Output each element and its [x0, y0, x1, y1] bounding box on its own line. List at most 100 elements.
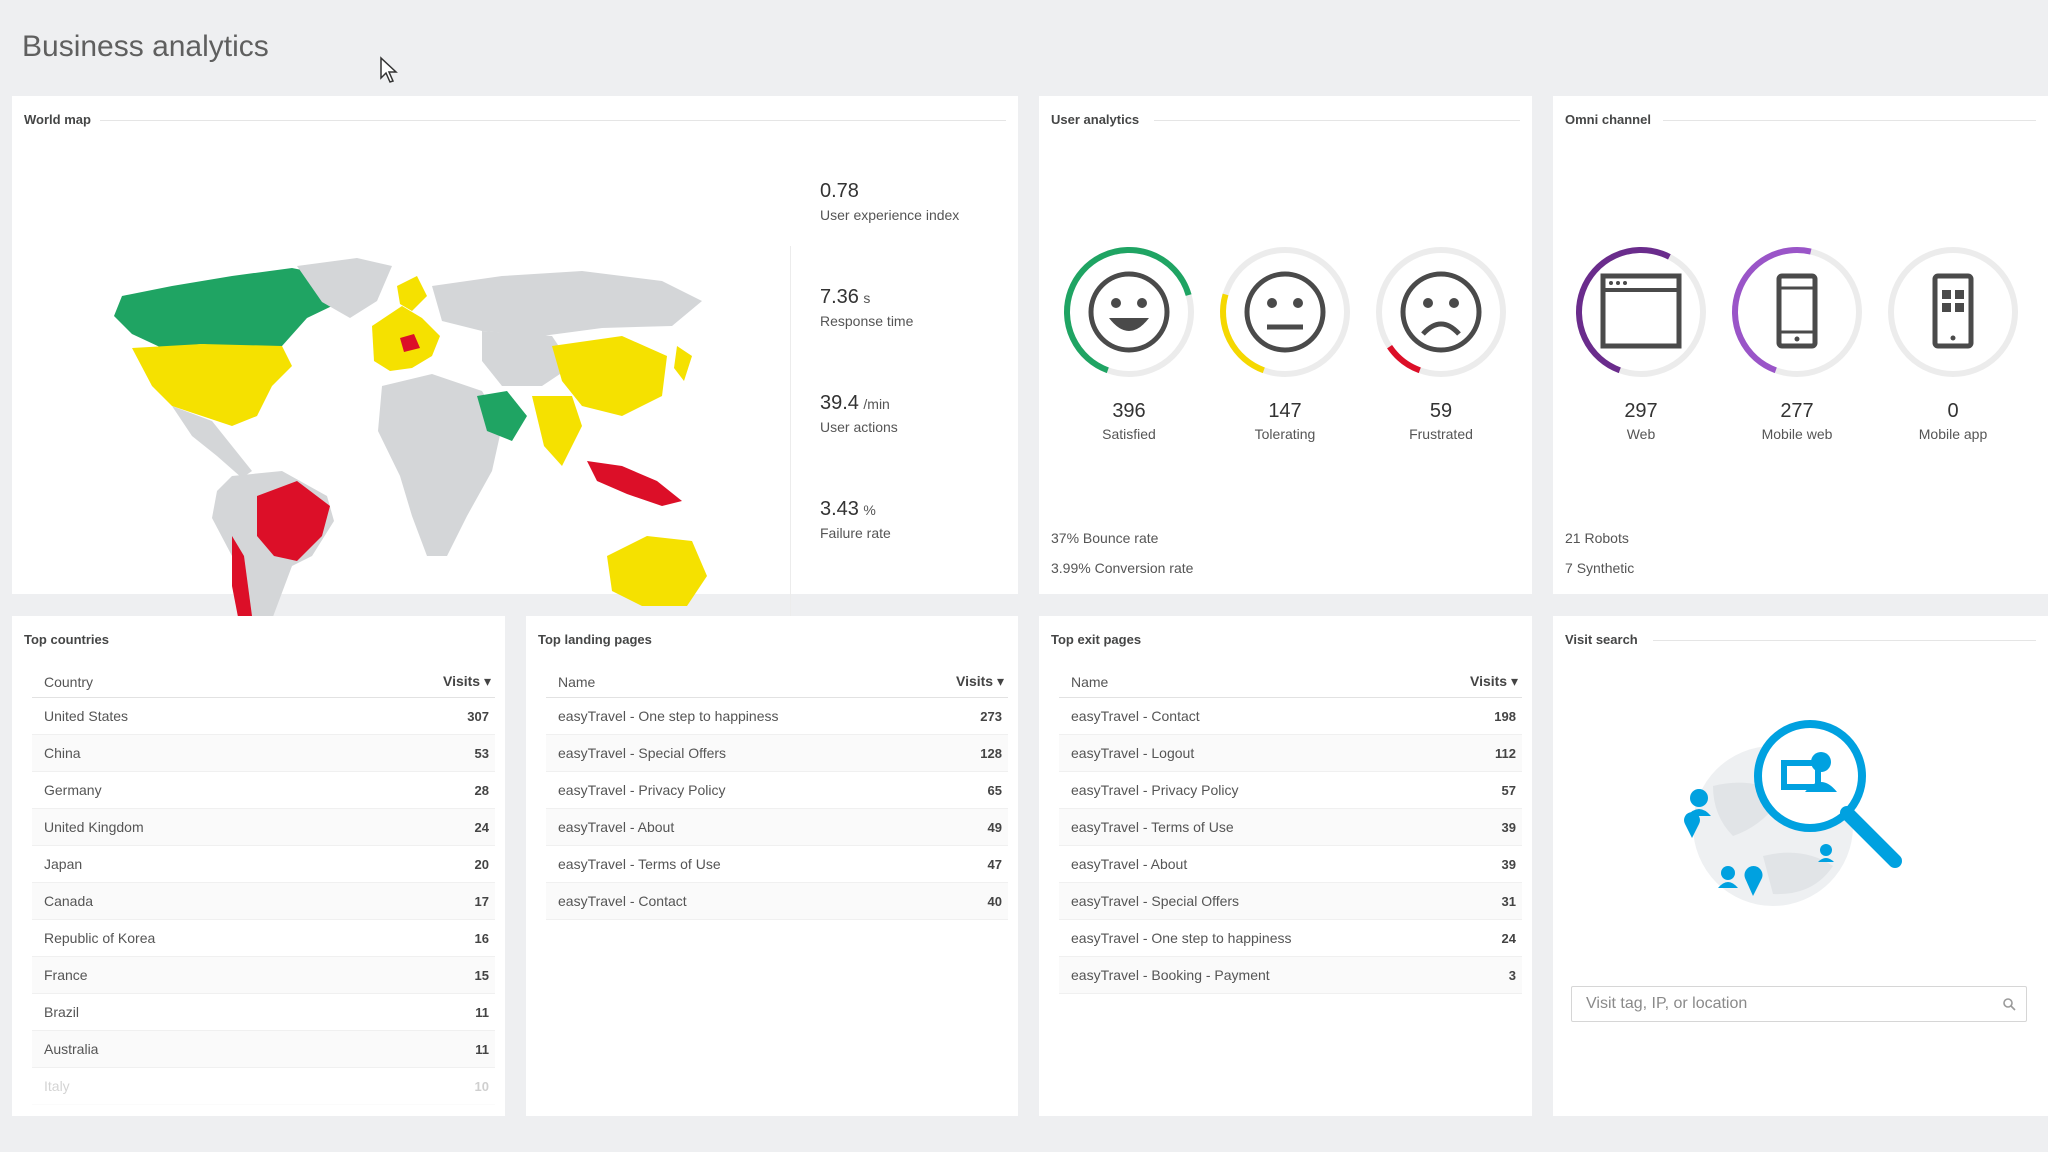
mobile-web-icon: [1732, 247, 1862, 377]
table-row[interactable]: France 15: [32, 957, 495, 994]
table-row[interactable]: easyTravel - Special Offers 128: [546, 735, 1008, 772]
row-name: easyTravel - Privacy Policy: [1071, 782, 1239, 798]
row-visits: 39: [1501, 819, 1516, 835]
gauge-frustrated[interactable]: 59 Frustrated: [1373, 244, 1509, 442]
gauge-web[interactable]: 297 Web: [1573, 244, 1709, 442]
column-header-name[interactable]: Name: [558, 673, 596, 690]
row-visits: 10: [474, 1078, 489, 1094]
table-row[interactable]: easyTravel - Booking - Payment 3: [1059, 957, 1522, 994]
table-row[interactable]: Canada 17: [32, 883, 495, 920]
gauge-satisfied[interactable]: 396 Satisfied: [1061, 244, 1197, 442]
search-icon[interactable]: [2002, 997, 2016, 1011]
gauge-value: 59: [1429, 400, 1453, 422]
table-header: Name Visits ▾: [1059, 666, 1522, 698]
row-name: France: [44, 967, 88, 983]
map-region-russia: [432, 271, 702, 336]
table-row[interactable]: easyTravel - Logout 112: [1059, 735, 1522, 772]
row-name: easyTravel - About: [558, 819, 675, 835]
column-header-visits[interactable]: Visits ▾: [955, 673, 1004, 689]
row-visits: 15: [474, 967, 489, 983]
column-header-country[interactable]: Country: [44, 673, 94, 690]
column-header-visits[interactable]: Visits ▾: [1469, 673, 1518, 689]
table-row[interactable]: easyTravel - Privacy Policy 57: [1059, 772, 1522, 809]
table-row[interactable]: easyTravel - About 39: [1059, 846, 1522, 883]
divider: [790, 246, 791, 666]
row-visits: 40: [987, 893, 1002, 909]
world-map[interactable]: [82, 256, 722, 666]
row-visits: 16: [474, 930, 489, 946]
gauge-mobile-app[interactable]: 0 Mobile app: [1885, 244, 2021, 442]
table-row[interactable]: Australia 11: [32, 1031, 495, 1068]
kpi-label: Failure rate: [820, 525, 891, 541]
conversion-rate-value: 3.99%: [1051, 560, 1091, 576]
row-visits: 20: [474, 856, 489, 872]
visit-search-field[interactable]: [1571, 986, 2027, 1022]
countries-table: Country Visits ▾ United States 307 China 53…: [32, 666, 495, 1105]
kpi-user-actions[interactable]: 39.4 /min User actions: [820, 392, 898, 435]
gauge-mobile-web[interactable]: 277 Mobile web: [1729, 244, 1865, 442]
table-row[interactable]: Republic of Korea 16: [32, 920, 495, 957]
table-row[interactable]: easyTravel - Special Offers 31: [1059, 883, 1522, 920]
row-name: United Kingdom: [44, 819, 144, 835]
table-row[interactable]: easyTravel - One step to happiness 273: [546, 698, 1008, 735]
table-row[interactable]: United Kingdom 24: [32, 809, 495, 846]
synthetic-value: 7: [1565, 560, 1573, 576]
column-header-name[interactable]: Name: [1071, 673, 1109, 690]
kpi-label: Response time: [820, 313, 914, 329]
landing-pages-table: Name Visits ▾ easyTravel - One step to h…: [546, 666, 1008, 920]
omni-channel-tile[interactable]: Omni channel 297 Web 277 Mobile web: [1553, 96, 2048, 594]
kpi-label: User experience index: [820, 207, 960, 223]
table-row[interactable]: easyTravel - One step to happiness 24: [1059, 920, 1522, 957]
table-row[interactable]: easyTravel - Contact 198: [1059, 698, 1522, 735]
visit-search-tile[interactable]: Visit search: [1553, 616, 2048, 1116]
map-region-central-asia: [482, 331, 572, 386]
table-row[interactable]: easyTravel - Privacy Policy 65: [546, 772, 1008, 809]
table-row[interactable]: Japan 20: [32, 846, 495, 883]
row-name: Brazil: [44, 1004, 80, 1020]
row-name: easyTravel - Booking - Payment: [1071, 967, 1270, 983]
smiley-satisfied-icon: [1064, 247, 1194, 377]
table-row[interactable]: easyTravel - Terms of Use 47: [546, 846, 1008, 883]
row-name: easyTravel - One step to happiness: [558, 708, 779, 724]
row-visits: 3: [1508, 967, 1516, 983]
map-region-canada: [114, 268, 342, 348]
browser-window-icon: [1576, 247, 1706, 377]
kpi-unit: s: [863, 290, 871, 306]
conversion-rate: 3.99% Conversion rate: [1051, 560, 1193, 576]
gauge-label: Web: [1626, 426, 1656, 442]
user-analytics-tile[interactable]: User analytics 396 Satisfied 147 Tolerat…: [1039, 96, 1532, 594]
kpi-failure-rate[interactable]: 3.43 % Failure rate: [820, 498, 891, 541]
row-visits: 11: [475, 1041, 489, 1057]
map-region-greenland: [297, 258, 392, 318]
map-region-brazil: [257, 481, 330, 561]
top-exit-pages-tile[interactable]: Top exit pages Name Visits ▾ easyTravel …: [1039, 616, 1532, 1116]
map-region-saudi-arabia: [477, 391, 527, 441]
top-landing-pages-tile[interactable]: Top landing pages Name Visits ▾ easyTrav…: [526, 616, 1018, 1116]
row-visits: 57: [1501, 782, 1516, 798]
table-header: Name Visits ▾: [546, 666, 1008, 698]
kpi-response-time[interactable]: 7.36 s Response time: [820, 286, 913, 329]
tile-title: Top landing pages: [538, 632, 652, 647]
column-header-visits[interactable]: Visits ▾: [442, 673, 491, 689]
synthetic-count: 7 Synthetic: [1565, 560, 1634, 576]
gauge-label: Mobile app: [1918, 426, 1988, 442]
robots-value: 21: [1565, 530, 1581, 546]
table-row[interactable]: Germany 28: [32, 772, 495, 809]
kpi-user-experience-index[interactable]: 0.78 User experience index: [820, 180, 959, 223]
top-countries-tile[interactable]: Top countries Country Visits ▾ United St…: [12, 616, 505, 1116]
visit-search-input[interactable]: [1586, 995, 1986, 1013]
row-visits: 198: [1494, 708, 1516, 724]
table-row[interactable]: Brazil 11: [32, 994, 495, 1031]
table-row[interactable]: easyTravel - Terms of Use 39: [1059, 809, 1522, 846]
world-map-tile[interactable]: World map 0.7: [12, 96, 1018, 666]
table-row[interactable]: easyTravel - About 49: [546, 809, 1008, 846]
row-name: Germany: [44, 782, 102, 798]
row-visits: 24: [474, 819, 489, 835]
table-row[interactable]: easyTravel - Contact 40: [546, 883, 1008, 920]
table-row[interactable]: United States 307: [32, 698, 495, 735]
gauge-tolerating[interactable]: 147 Tolerating: [1217, 244, 1353, 442]
table-row[interactable]: Italy 10: [32, 1068, 495, 1105]
table-row[interactable]: China 53: [32, 735, 495, 772]
smiley-neutral-icon: [1220, 247, 1350, 377]
row-name: easyTravel - Special Offers: [558, 745, 727, 761]
